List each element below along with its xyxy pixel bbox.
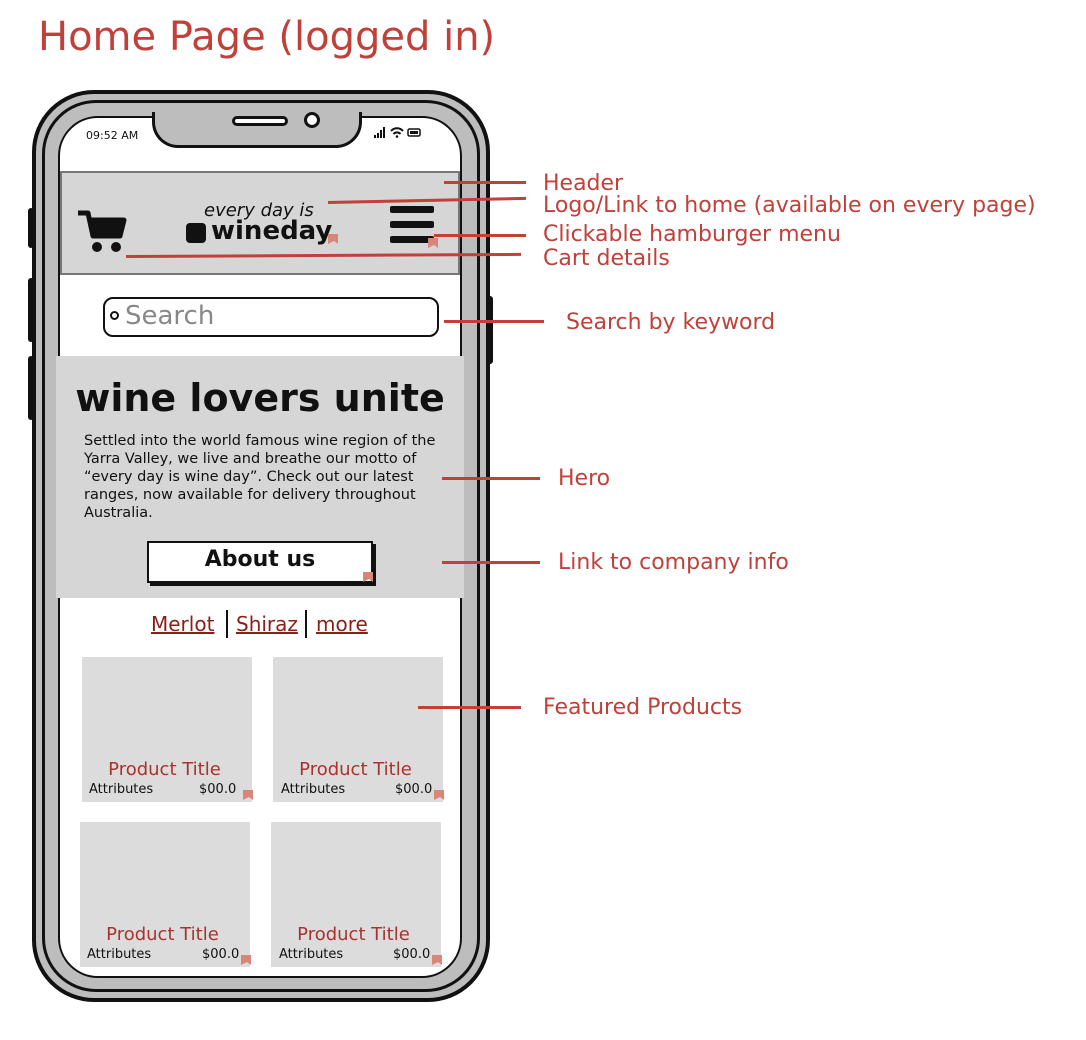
logo-link[interactable]: wineday [211,216,333,246]
link-flag-icon [363,572,373,582]
product-attributes: Attributes [279,947,344,962]
product-price: $00.0 [202,947,240,962]
product-attributes: Attributes [87,947,152,962]
link-flag-icon [432,955,442,965]
category-separator [226,610,228,638]
search-input[interactable] [103,297,439,337]
annotation-header: Header [543,171,624,196]
status-time: 09:52 AM [86,129,139,142]
volume-up-button [28,278,34,342]
annotation-line-header [444,181,526,184]
about-us-label: About us [204,547,316,572]
product-price: $00.0 [199,782,237,797]
volume-down-button [28,356,34,420]
search-icon [110,311,119,320]
link-flag-icon [241,955,251,965]
link-flag-icon [434,790,444,800]
annotation-line-featured [418,706,521,709]
power-button [487,296,493,364]
annotation-menu: Clickable hamburger menu [543,222,841,247]
annotation-featured: Featured Products [543,695,743,720]
hero-body-text: Settled into the world famous wine regio… [84,433,436,521]
product-title: Product Title [106,924,219,945]
cart-icon[interactable] [76,208,128,258]
logo-tagline[interactable]: every day is [204,200,314,221]
product-card[interactable] [82,657,252,802]
link-flag-icon [428,238,438,248]
product-card[interactable] [80,822,250,967]
annotation-hero: Hero [558,466,611,491]
logo-mark-icon[interactable] [186,223,206,243]
category-link-merlot[interactable]: Merlot [151,612,215,636]
annotation-logo: Logo/Link to home (available on every pa… [543,193,1036,218]
annotation-line-about [442,561,540,564]
hamburger-menu-icon[interactable] [390,206,434,246]
annotation-search: Search by keyword [566,310,776,335]
annotation-about: Link to company info [558,550,789,575]
link-flag-icon [328,234,338,244]
about-us-button[interactable] [147,541,373,583]
product-card[interactable] [273,657,443,802]
product-title: Product Title [299,759,412,780]
search-placeholder: Search [125,301,215,331]
product-title: Product Title [108,759,221,780]
signal-wifi-battery-icon [374,127,421,138]
annotation-line-hero [442,477,540,480]
speaker-grille [232,116,288,126]
page-title: Home Page (logged in) [38,14,496,60]
product-price: $00.0 [395,782,433,797]
mute-switch [28,208,34,248]
category-link-more[interactable]: more [316,612,368,636]
product-attributes: Attributes [89,782,154,797]
category-separator [305,610,307,638]
hero-heading: wine lovers unite [75,376,445,420]
product-attributes: Attributes [281,782,346,797]
annotation-line-search [444,320,544,323]
link-flag-icon [243,790,253,800]
product-title: Product Title [297,924,410,945]
annotation-cart: Cart details [543,246,670,271]
phone-notch [152,112,362,148]
product-card[interactable] [271,822,441,967]
category-link-shiraz[interactable]: Shiraz [236,612,298,636]
camera-icon [304,112,320,128]
annotation-line-menu [434,234,526,237]
status-icons [374,126,424,141]
product-price: $00.0 [393,947,431,962]
